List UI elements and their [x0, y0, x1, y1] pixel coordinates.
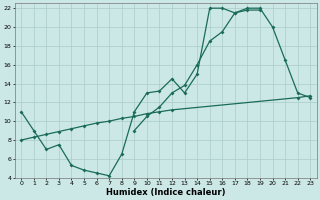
- X-axis label: Humidex (Indice chaleur): Humidex (Indice chaleur): [106, 188, 226, 197]
